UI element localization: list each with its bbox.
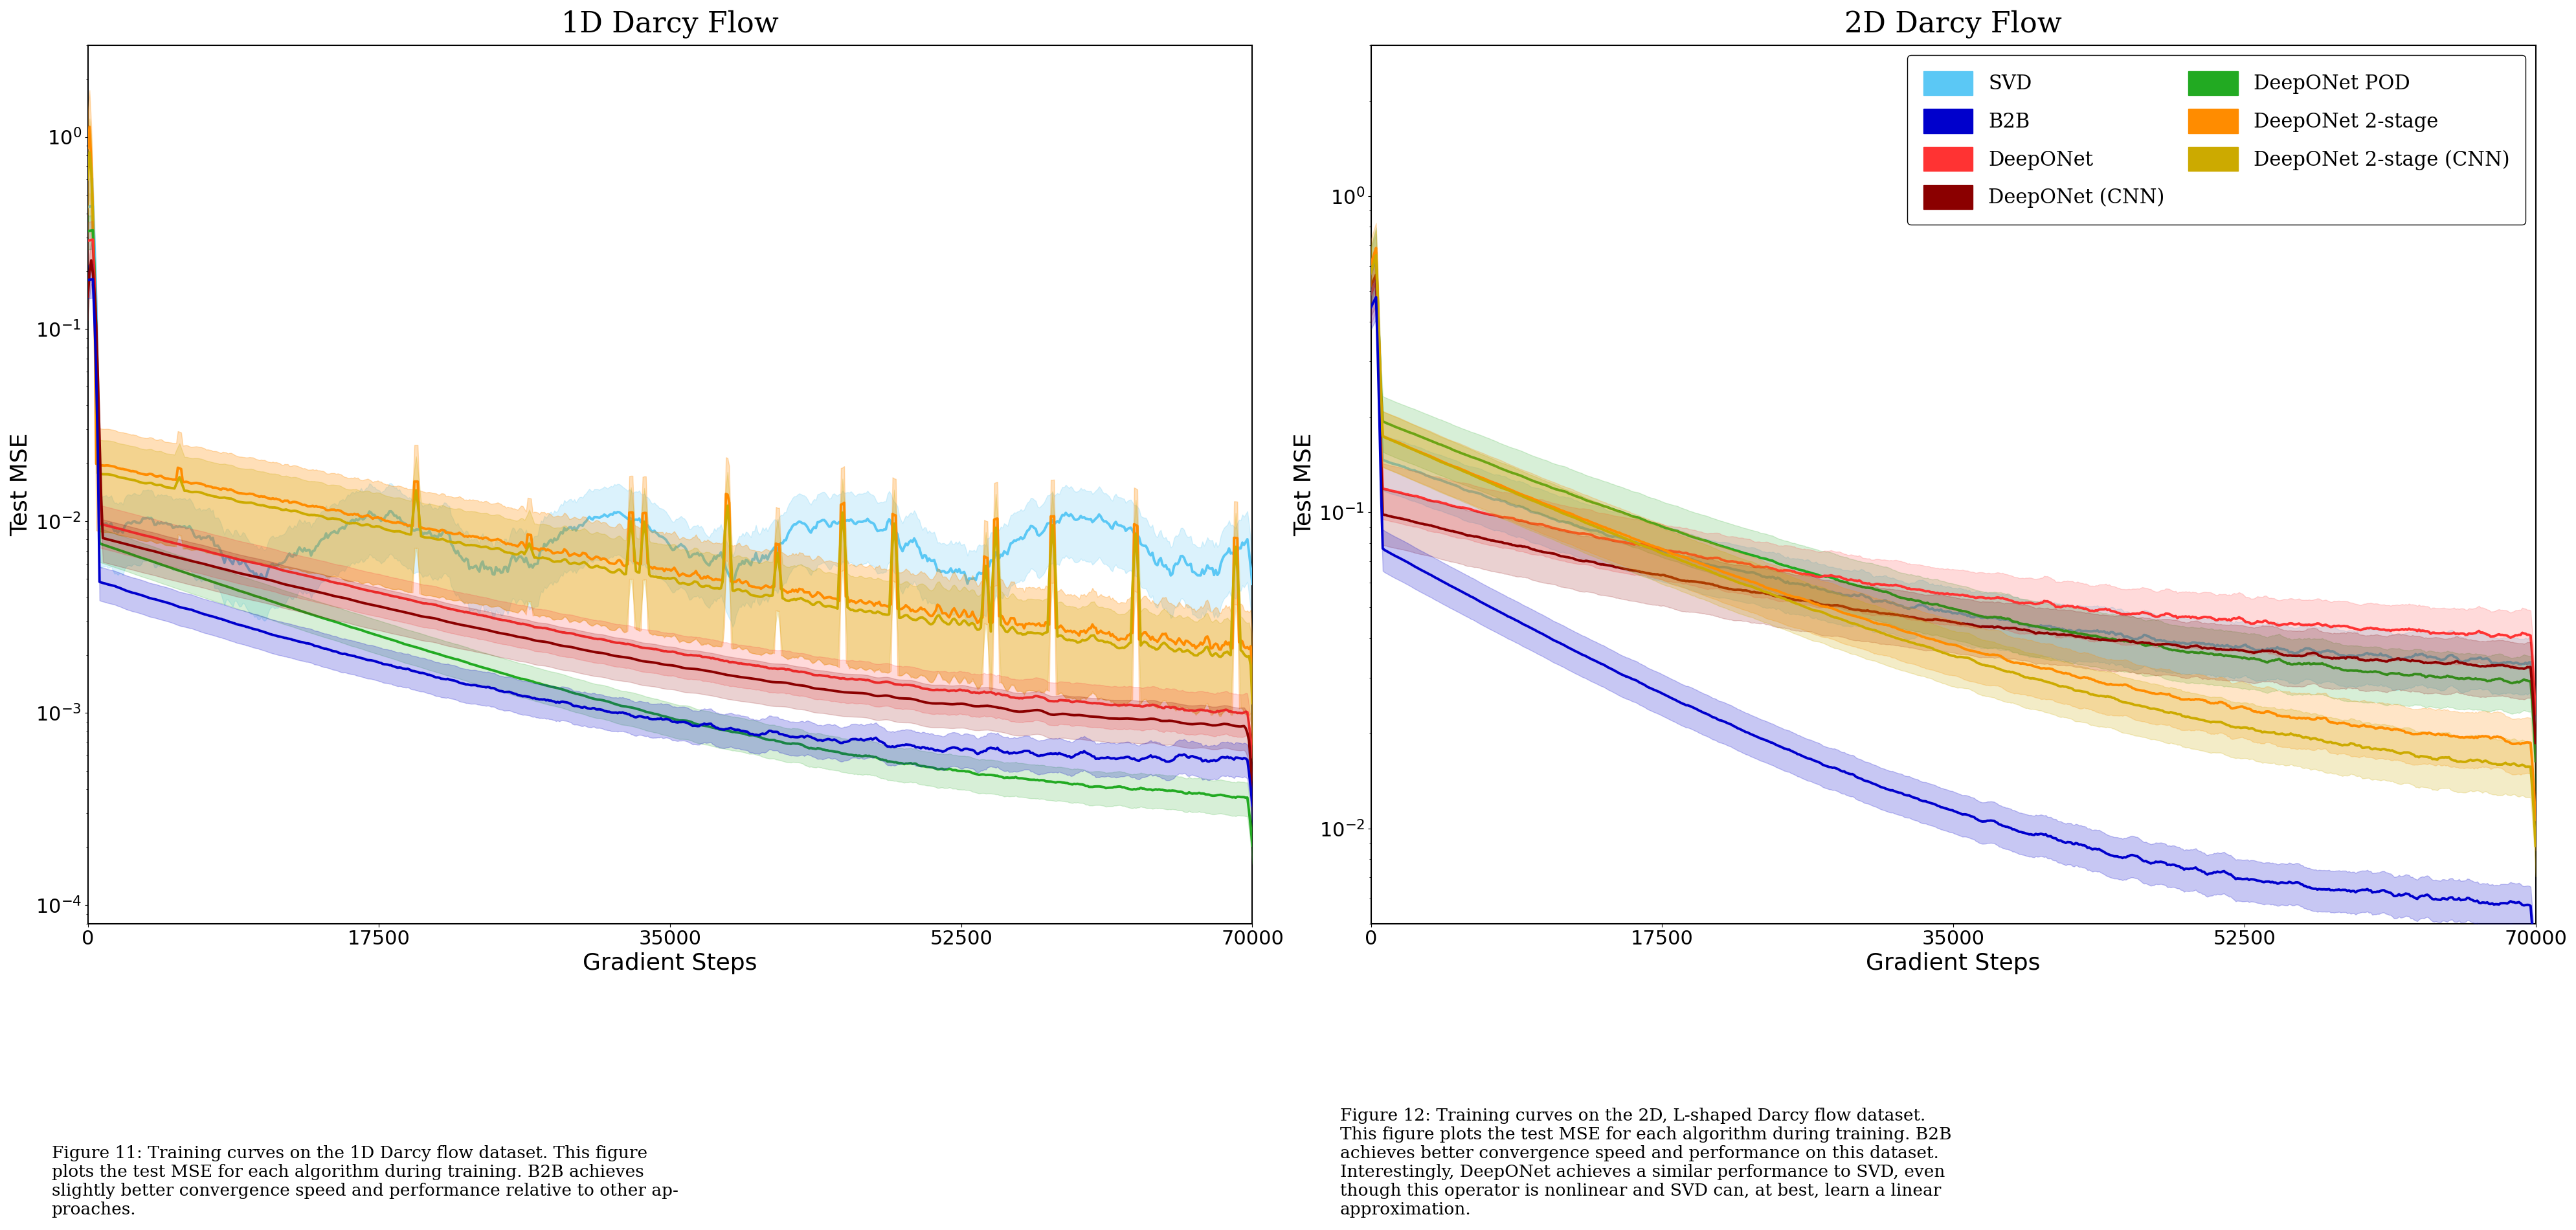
Title: 2D Darcy Flow: 2D Darcy Flow (1844, 10, 2061, 38)
X-axis label: Gradient Steps: Gradient Steps (582, 952, 757, 974)
X-axis label: Gradient Steps: Gradient Steps (1865, 952, 2040, 974)
Y-axis label: Test MSE: Test MSE (10, 433, 31, 536)
Y-axis label: Test MSE: Test MSE (1293, 433, 1316, 536)
Legend: SVD, B2B, DeepONet, DeepONet (CNN), DeepONet POD, DeepONet 2-stage, DeepONet 2-s: SVD, B2B, DeepONet, DeepONet (CNN), Deep… (1906, 55, 2524, 225)
Text: Figure 11: Training curves on the 1D Darcy flow dataset. This figure
plots the t: Figure 11: Training curves on the 1D Dar… (52, 1145, 677, 1218)
Text: Figure 12: Training curves on the 2D, L-shaped Darcy flow dataset.
This figure p: Figure 12: Training curves on the 2D, L-… (1340, 1108, 1950, 1218)
Title: 1D Darcy Flow: 1D Darcy Flow (562, 10, 778, 38)
